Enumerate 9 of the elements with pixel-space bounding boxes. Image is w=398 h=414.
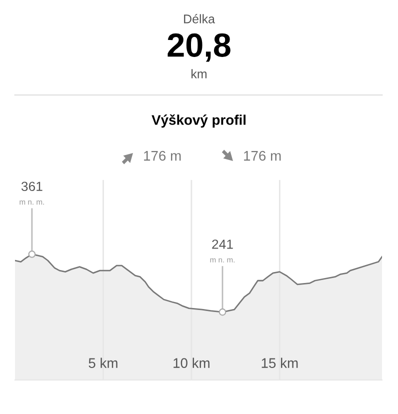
text: km (192, 69, 207, 78)
x-tick-label: 5 km (88, 358, 118, 368)
chart-title: Výškový profil (152, 114, 246, 128)
x-tick-label: 10 km (174, 358, 210, 368)
text: 176 m (244, 150, 281, 161)
text: Délka (184, 14, 215, 24)
x-tick-label: 15 km (262, 358, 298, 368)
text: 176 m (144, 150, 181, 161)
text: 20,8 (168, 33, 230, 62)
